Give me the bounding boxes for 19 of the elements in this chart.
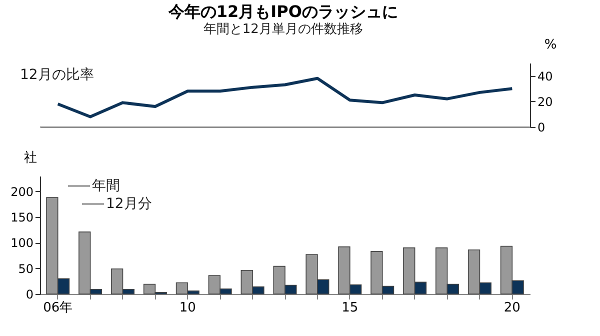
- legend-label: 年間: [92, 178, 120, 194]
- chart-title: 今年の12月もIPOのラッシュに: [167, 2, 398, 21]
- y-tick-label: 0: [538, 120, 546, 134]
- text: 12月の比率: [20, 67, 94, 83]
- x-tick-label: 10: [179, 300, 196, 316]
- x-tick-label: 06年: [43, 300, 73, 316]
- x-tick-label: 20: [504, 300, 520, 316]
- y-tick-label: 200: [10, 184, 34, 199]
- legend-label: 12月分: [106, 196, 152, 212]
- chart-subtitle: 年間と12月単月の件数推移: [203, 22, 363, 37]
- y-axis-title: %: [544, 38, 557, 52]
- y-tick-label: 0: [26, 288, 34, 302]
- y-tick-label: 20: [538, 94, 553, 109]
- y-axis-title: 社: [24, 150, 37, 166]
- y-tick-label: 50: [18, 262, 34, 276]
- y-tick-label: 150: [10, 210, 34, 225]
- y-tick-label: 100: [10, 236, 34, 250]
- x-tick-label: 15: [342, 300, 358, 316]
- y-tick-label: 40: [538, 69, 553, 84]
